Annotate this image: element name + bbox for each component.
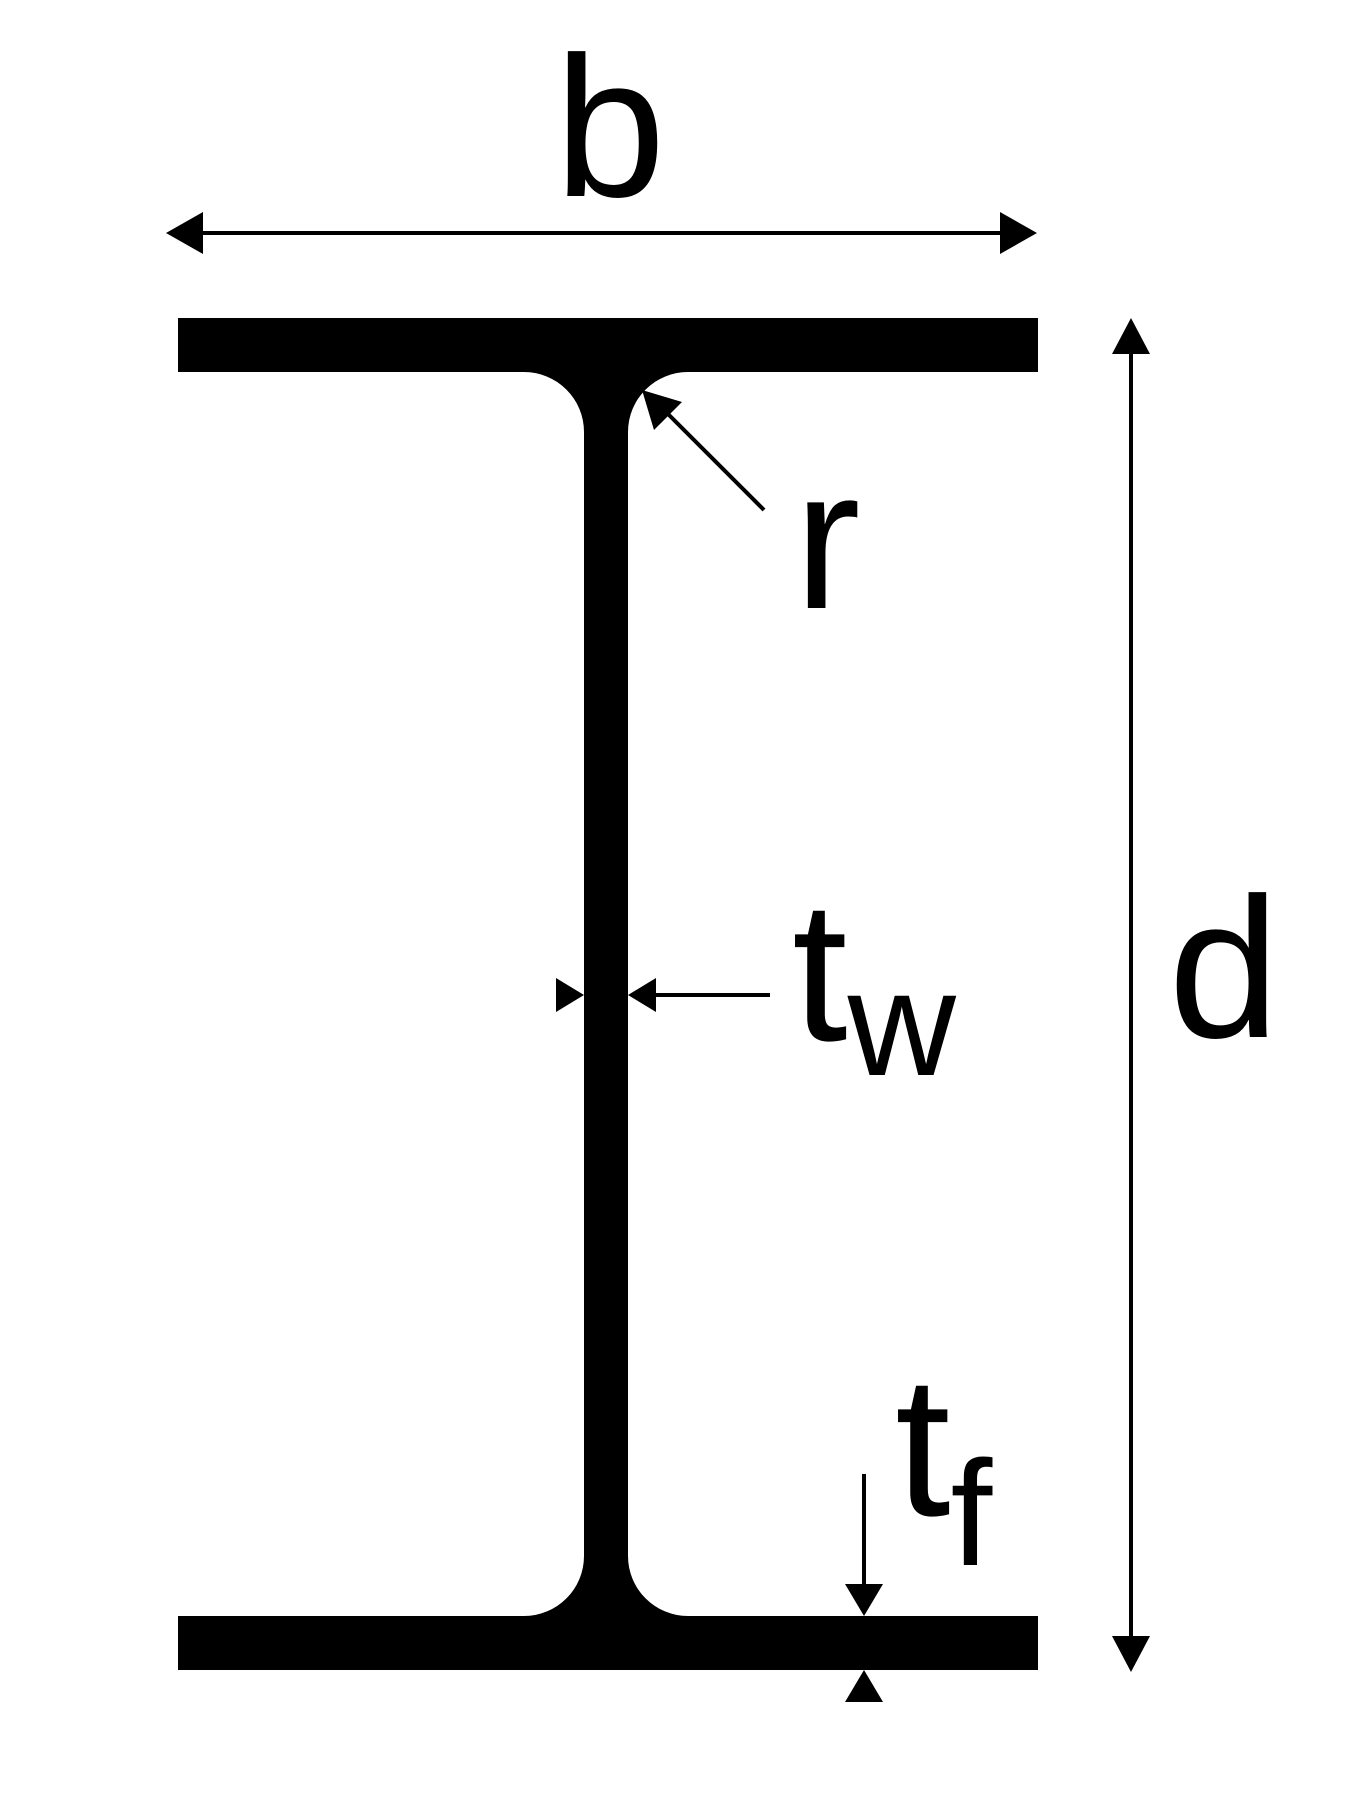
depth-label: d xyxy=(1168,857,1279,1080)
depth-arrowhead-bottom xyxy=(1112,1636,1150,1672)
web-arrowhead-left xyxy=(556,978,584,1012)
radius-label: r xyxy=(794,428,861,651)
flange-arrowhead-bottom xyxy=(845,1670,883,1702)
web-thickness-label: tw xyxy=(792,860,957,1107)
flange-arrowhead-top xyxy=(845,1584,883,1616)
web-thickness-indicator xyxy=(556,978,770,1012)
width-arrowhead-right xyxy=(1000,212,1037,254)
radius-arrowhead xyxy=(642,390,682,430)
width-dimension xyxy=(166,212,1037,254)
web-arrowhead-right xyxy=(628,978,656,1012)
flange-thickness-indicator xyxy=(845,1474,883,1702)
width-arrowhead-left xyxy=(166,212,203,254)
i-beam-section xyxy=(178,318,1038,1670)
depth-arrowhead-top xyxy=(1112,318,1150,354)
flange-thickness-label: tf xyxy=(895,1335,993,1597)
width-label: b xyxy=(554,16,665,239)
root-radius-leader xyxy=(642,390,766,512)
depth-dimension xyxy=(1112,318,1150,1672)
